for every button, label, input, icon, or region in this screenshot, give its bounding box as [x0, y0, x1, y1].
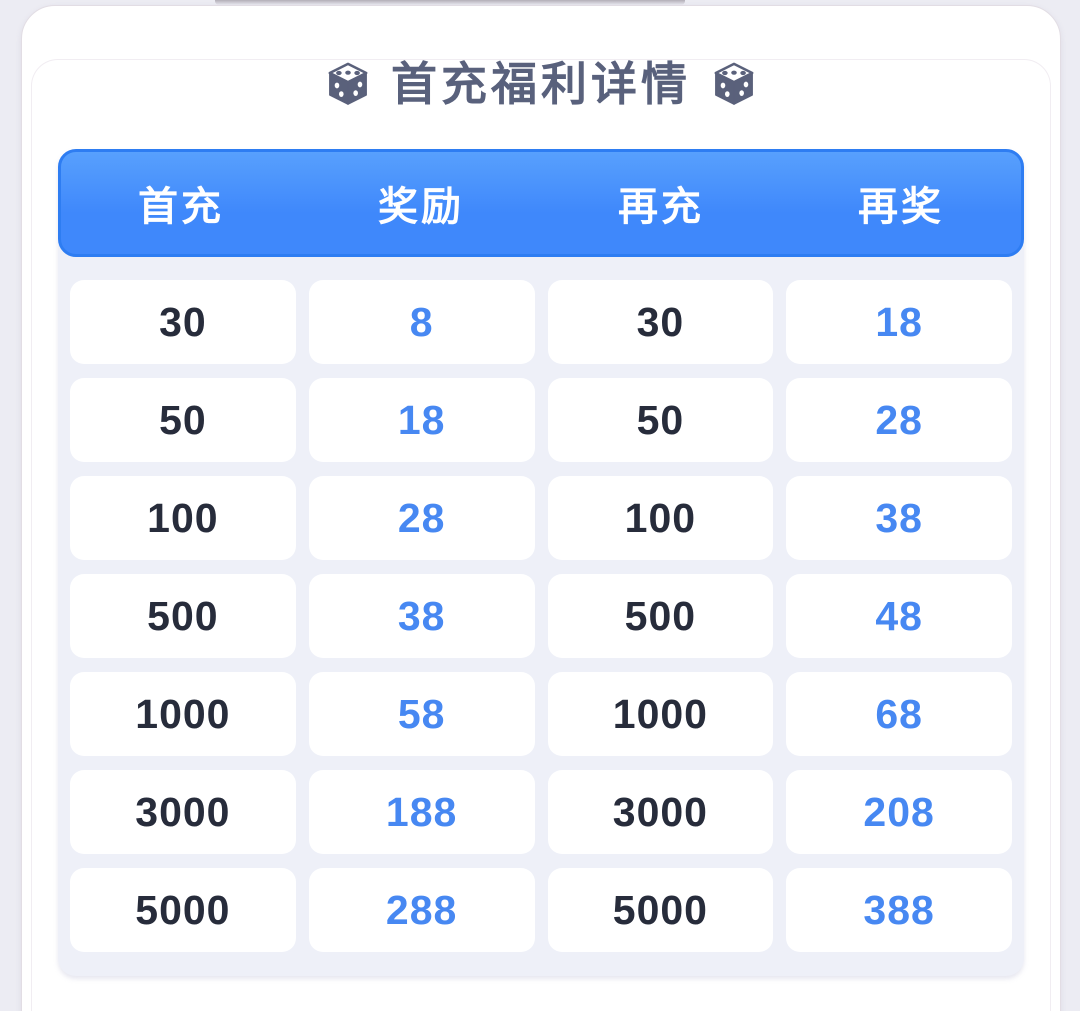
table-cell: 18 — [308, 378, 535, 462]
table-cell: 500 — [547, 574, 774, 658]
dice-icon — [714, 62, 754, 105]
table-cell: 28 — [308, 476, 535, 560]
table-cell: 288 — [308, 868, 535, 952]
table-cell: 68 — [786, 672, 1012, 756]
cropped-content-edge — [215, 0, 685, 5]
table-cell: 18 — [786, 280, 1012, 364]
table-cell: 1000 — [547, 672, 774, 756]
table-cell: 208 — [786, 770, 1012, 854]
table-cell: 500 — [70, 574, 296, 658]
table-cell: 5000 — [70, 868, 296, 952]
dice-icon — [328, 62, 368, 105]
header-cell: 再充 — [618, 185, 704, 229]
header-cell: 再奖 — [858, 185, 944, 229]
table-cell: 3000 — [547, 770, 774, 854]
table-header-row: 首充 奖励 再充 再奖 — [58, 149, 1024, 257]
first-recharge-dialog: 首充福利详情 首充 奖励 再充 再奖 30 8 30 18 50 18 50 28 100 28 100 3… — [21, 5, 1061, 1011]
table-cell: 188 — [308, 770, 535, 854]
table-cell: 100 — [547, 476, 774, 560]
table-cell: 1000 — [70, 672, 296, 756]
table-cell: 50 — [70, 378, 296, 462]
table-cell: 5000 — [547, 868, 774, 952]
header-cell: 首充 — [138, 185, 224, 229]
dialog-title: 首充福利详情 — [391, 58, 691, 110]
table-cell: 48 — [786, 574, 1012, 658]
dialog-title-row: 首充福利详情 — [32, 60, 1050, 108]
table-cell: 3000 — [70, 770, 296, 854]
table-cell: 8 — [308, 280, 535, 364]
table-cell: 388 — [786, 868, 1012, 952]
recharge-benefits-table: 首充 奖励 再充 再奖 30 8 30 18 50 18 50 28 100 28 100 38 500 38 5… — [58, 149, 1024, 976]
table-cell: 100 — [70, 476, 296, 560]
table-cell: 50 — [547, 378, 774, 462]
table-cell: 38 — [786, 476, 1012, 560]
table-cell: 58 — [308, 672, 535, 756]
dialog-body: 首充福利详情 首充 奖励 再充 再奖 30 8 30 18 50 18 50 28 100 28 100 3… — [32, 60, 1050, 1011]
header-cell: 奖励 — [378, 185, 464, 229]
table-cell: 28 — [786, 378, 1012, 462]
table-cell: 30 — [70, 280, 296, 364]
table-cell: 38 — [308, 574, 535, 658]
table-cell: 30 — [547, 280, 774, 364]
table-body: 30 8 30 18 50 18 50 28 100 28 100 38 500 38 500 48 1000 5… — [58, 257, 1024, 976]
